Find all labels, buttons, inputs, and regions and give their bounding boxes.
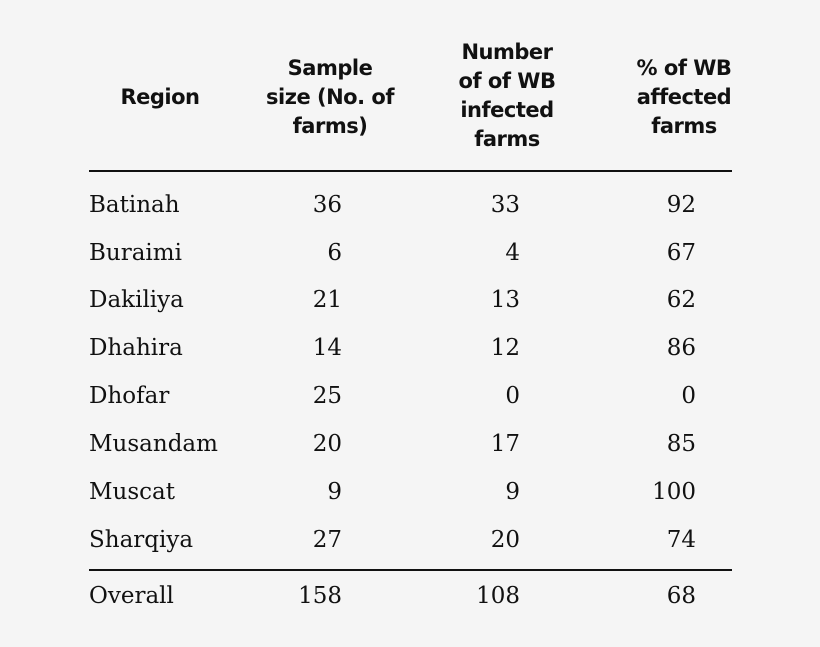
cell-infected: 12: [490, 335, 520, 361]
cell-pct: 68: [666, 583, 696, 609]
table-row: Muscat 9 9 100: [0, 479, 820, 519]
header-line: % of WB: [636, 56, 732, 80]
table-row: Dhahira 14 12 86: [0, 335, 820, 375]
header-line: farms): [292, 114, 368, 138]
cell-sample: 25: [312, 383, 342, 409]
table-row: Buraimi 6 4 67: [0, 240, 820, 280]
cell-sample: 14: [312, 335, 342, 361]
header-sample-size: Sample size (No. of farms): [250, 54, 410, 141]
header-line: infected: [460, 98, 554, 122]
cell-region: Muscat: [89, 479, 176, 505]
cell-sample: 158: [298, 583, 342, 609]
cell-infected: 20: [490, 527, 520, 553]
header-line: Region: [120, 85, 200, 109]
cell-pct: 92: [666, 192, 696, 218]
header-line: of of WB: [458, 69, 556, 93]
cell-sample: 36: [312, 192, 342, 218]
cell-pct: 100: [652, 479, 696, 505]
cell-pct: 0: [681, 383, 696, 409]
cell-infected: 33: [490, 192, 520, 218]
header-line: Sample: [287, 56, 373, 80]
table-row: Dakiliya 21 13 62: [0, 287, 820, 327]
cell-infected: 4: [505, 240, 520, 266]
header-line: affected: [636, 85, 732, 109]
cell-region: Dhahira: [89, 335, 183, 361]
cell-pct: 67: [666, 240, 696, 266]
cell-infected: 13: [490, 287, 520, 313]
cell-sample: 9: [327, 479, 342, 505]
table-row: Sharqiya 27 20 74: [0, 527, 820, 567]
cell-sample: 27: [312, 527, 342, 553]
cell-sample: 21: [312, 287, 342, 313]
cell-region: Overall: [89, 583, 174, 609]
cell-pct: 62: [666, 287, 696, 313]
cell-pct: 86: [666, 335, 696, 361]
table-row: Musandam 20 17 85: [0, 431, 820, 471]
header-divider: [89, 170, 732, 172]
cell-infected: 17: [490, 431, 520, 457]
cell-infected: 9: [505, 479, 520, 505]
cell-infected: 108: [476, 583, 520, 609]
table-row: Batinah 36 33 92: [0, 192, 820, 232]
header-line: farms: [651, 114, 717, 138]
cell-region: Dakiliya: [89, 287, 184, 313]
cell-region: Dhofar: [89, 383, 170, 409]
total-row: Overall 158 108 68: [0, 583, 820, 623]
header-line: Number: [461, 40, 553, 64]
header-line: farms: [474, 127, 540, 151]
cell-sample: 20: [312, 431, 342, 457]
cell-sample: 6: [327, 240, 342, 266]
total-divider: [89, 569, 732, 571]
cell-region: Batinah: [89, 192, 180, 218]
header-region: Region: [100, 83, 220, 112]
cell-infected: 0: [505, 383, 520, 409]
cell-region: Buraimi: [89, 240, 182, 266]
header-line: size (No. of: [266, 85, 394, 109]
header-percent-affected: % of WB affected farms: [614, 54, 754, 141]
cell-pct: 85: [666, 431, 696, 457]
cell-pct: 74: [666, 527, 696, 553]
table-row: Dhofar 25 0 0: [0, 383, 820, 423]
header-infected-farms: Number of of WB infected farms: [437, 38, 577, 154]
cell-region: Musandam: [89, 431, 218, 457]
cell-region: Sharqiya: [89, 527, 194, 553]
